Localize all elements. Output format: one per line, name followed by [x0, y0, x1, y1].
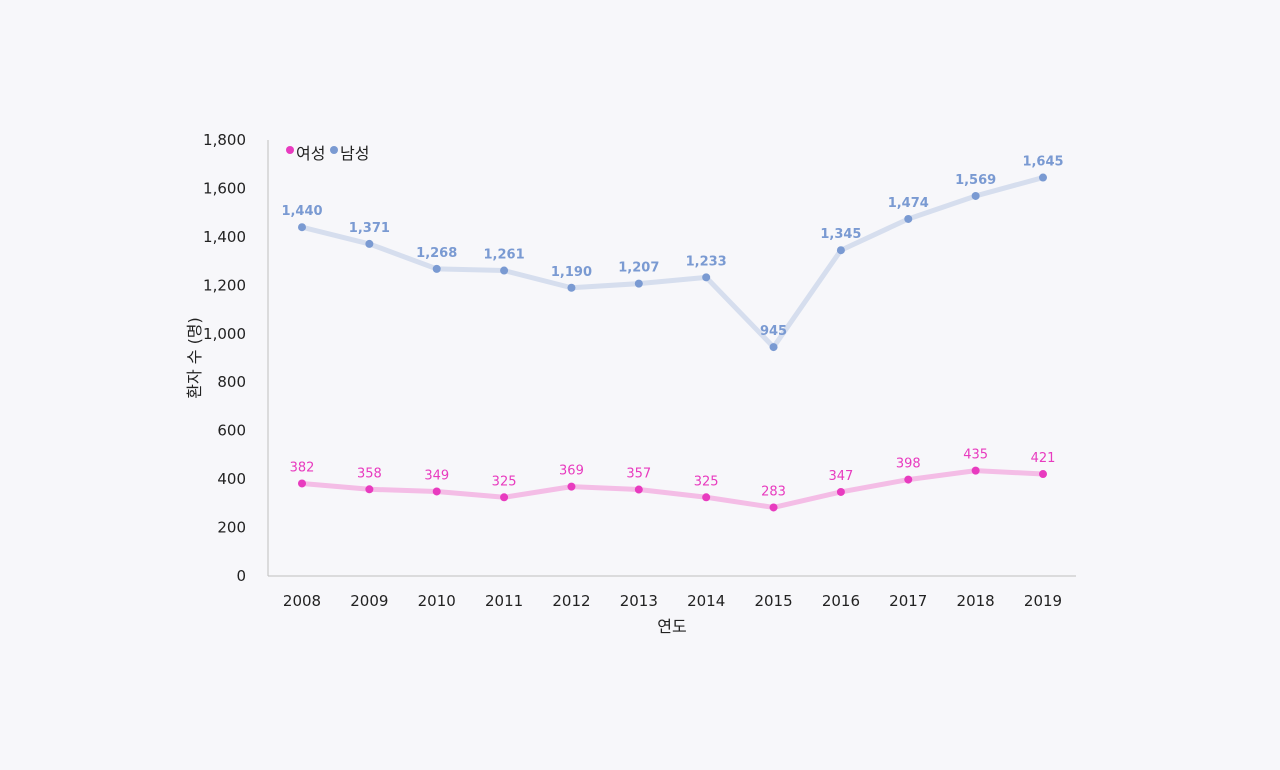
y-axis-title: 환자 수 (명) [185, 317, 204, 399]
legend: 여성 남성 [286, 144, 369, 163]
data-point [702, 273, 711, 282]
series-line-female [299, 468, 1046, 510]
data-point [432, 487, 441, 496]
legend-label: 여성 [296, 144, 325, 163]
data-label: 1,268 [416, 246, 457, 261]
y-tick-label: 600 [217, 422, 246, 440]
axes: 0 200 400 600 800 1,000 1,200 1,400 1,600 1,800 20… [203, 131, 1076, 610]
data-label: 1,474 [888, 196, 929, 211]
data-label: 369 [559, 464, 584, 479]
data-point [298, 479, 306, 488]
x-tick-label: 2009 [350, 592, 388, 610]
x-tick-label: 2012 [552, 592, 590, 610]
x-tick-label: 2008 [283, 592, 321, 610]
legend-marker [286, 146, 294, 154]
data-point [836, 246, 845, 255]
data-point [836, 487, 845, 496]
y-tick-label: 800 [217, 373, 246, 391]
x-tick-label: 2016 [822, 592, 860, 610]
y-tick-label: 400 [217, 470, 246, 488]
data-labels: 382 358 349 325 369 357 325 283 347 398 435 421 1,44… [281, 155, 1063, 500]
data-point [500, 266, 509, 275]
data-label: 435 [963, 448, 988, 463]
data-point [769, 503, 778, 512]
data-label: 358 [357, 466, 382, 481]
data-label: 1,569 [955, 173, 996, 188]
x-tick-label: 2015 [754, 592, 792, 610]
y-tick-label: 0 [236, 567, 246, 585]
data-point [971, 466, 980, 475]
data-point [365, 239, 374, 248]
data-point [702, 493, 711, 502]
data-label: 945 [760, 324, 787, 339]
legend-marker [330, 146, 338, 154]
data-label: 283 [761, 484, 786, 499]
x-tick-label: 2018 [957, 592, 995, 610]
data-label: 1,207 [618, 261, 659, 276]
data-label: 357 [626, 467, 651, 482]
x-axis-title: 연도 [657, 617, 686, 636]
x-tick-label: 2010 [418, 592, 456, 610]
x-tick-label: 2017 [889, 592, 927, 610]
data-point [567, 482, 576, 491]
data-point [971, 191, 980, 200]
data-point [904, 214, 913, 223]
data-label: 349 [424, 468, 449, 483]
data-point [1039, 470, 1047, 479]
data-label: 1,233 [686, 254, 727, 269]
data-point [298, 223, 306, 232]
y-tick-label: 1,400 [203, 228, 246, 246]
legend-label: 남성 [340, 144, 369, 163]
data-label: 382 [290, 460, 315, 475]
data-label: 325 [492, 474, 517, 489]
y-tick-label: 1,000 [203, 325, 246, 343]
series-line-male [299, 175, 1046, 350]
data-label: 1,371 [349, 221, 390, 236]
data-point [769, 343, 778, 352]
data-label: 1,190 [551, 265, 592, 280]
y-tick-label: 200 [217, 519, 246, 537]
series-layer [298, 173, 1047, 512]
data-label: 421 [1031, 451, 1056, 466]
data-point [634, 485, 643, 494]
data-point [432, 264, 441, 273]
x-tick-label: 2014 [687, 592, 725, 610]
y-tick-label: 1,200 [203, 276, 246, 294]
data-point [904, 475, 913, 484]
y-tick-label: 1,800 [203, 131, 246, 149]
x-tick-label: 2013 [620, 592, 658, 610]
data-label: 1,645 [1022, 155, 1063, 170]
x-tick-label: 2011 [485, 592, 523, 610]
data-label: 1,345 [820, 227, 861, 242]
data-label: 398 [896, 457, 921, 472]
data-point [567, 283, 576, 292]
y-tick-label: 1,600 [203, 179, 246, 197]
data-label: 347 [828, 469, 853, 484]
data-label: 1,261 [484, 248, 525, 263]
data-point [500, 493, 509, 502]
x-tick-label: 2019 [1024, 592, 1062, 610]
data-label: 325 [694, 474, 719, 489]
data-point [365, 485, 374, 494]
data-point [634, 279, 643, 288]
data-label: 1,440 [281, 204, 322, 219]
data-point [1039, 173, 1047, 182]
